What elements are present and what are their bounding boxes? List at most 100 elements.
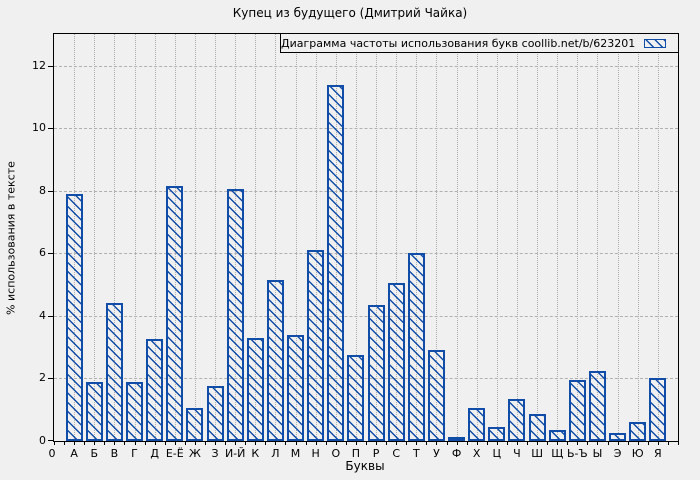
y-tick-label-6: 6 — [39, 246, 46, 260]
bar-Э — [609, 433, 627, 441]
x-tick-label-Ь-Ъ: Ь-Ъ — [567, 447, 588, 460]
x-tick-mark — [144, 441, 146, 445]
x-gridline-Ч — [516, 34, 518, 441]
y-tick-label-2: 2 — [39, 371, 46, 385]
x-tick-mark — [476, 441, 478, 445]
x-tick-mark — [134, 441, 136, 445]
x-tick-label-Б: Б — [90, 447, 99, 460]
x-gridline-П — [355, 34, 357, 441]
x-tick-mark — [215, 441, 217, 445]
x-tick-label-О: О — [331, 447, 341, 460]
bar-А — [65, 194, 83, 441]
x-tick-mark — [74, 441, 76, 445]
x-axis-title: Буквы — [345, 459, 385, 473]
x-tick-label-Э: Э — [613, 447, 622, 460]
chart-title: Купец из будущего (Дмитрий Чайка) — [232, 6, 468, 20]
x-gridline-Э — [617, 34, 619, 441]
x-tick-mark — [678, 441, 679, 445]
y-gridline-8 — [54, 190, 678, 192]
x-tick-mark — [174, 441, 176, 445]
x-tick-label-В: В — [110, 447, 119, 460]
x-tick-mark — [496, 441, 498, 445]
y-tick-mark-6 — [48, 253, 54, 255]
bar-К — [246, 337, 264, 441]
bar-У — [427, 350, 445, 441]
x-tick-label-Щ: Щ — [551, 447, 564, 460]
x-gridline-В — [114, 34, 116, 441]
x-tick-mark — [345, 441, 347, 445]
x-tick-mark — [225, 441, 227, 445]
bar-Ь-Ъ — [568, 380, 586, 441]
bar-Р — [367, 305, 385, 441]
y-gridline-2 — [54, 378, 678, 380]
y-tick-mark-0 — [48, 440, 54, 441]
bar-Ю — [629, 422, 647, 441]
x-gridline-Ф — [456, 34, 458, 441]
x-tick-mark — [516, 441, 518, 445]
x-gridline-Г — [134, 34, 136, 441]
bar-О — [327, 84, 345, 441]
bar-Л — [266, 280, 284, 441]
x-tick-mark — [416, 441, 418, 445]
x-tick-mark — [154, 441, 156, 445]
x-gridline-Т — [416, 34, 418, 441]
bar-Ж — [186, 408, 204, 441]
x-tick-mark — [275, 441, 277, 445]
x-tick-label-Г: Г — [131, 447, 138, 460]
y-tick-mark-8 — [48, 190, 54, 192]
y-tick-mark-10 — [48, 128, 54, 130]
bar-Ф — [448, 437, 466, 441]
x-tick-label-У: У — [433, 447, 440, 460]
x-tick-label-Ш: Ш — [531, 447, 543, 460]
x-tick-mark — [406, 441, 408, 445]
x-gridline-У — [436, 34, 438, 441]
x-tick-mark — [366, 441, 367, 445]
x-gridline-Ь-Ъ — [577, 34, 579, 441]
x-tick-label-Ы: Ы — [592, 447, 603, 460]
x-tick-mark — [376, 441, 378, 445]
x-tick-label-Ф: Ф — [451, 447, 462, 460]
bar-Е-Ё — [166, 186, 184, 441]
x-tick-mark — [567, 441, 569, 445]
x-gridline-Ы — [597, 34, 599, 441]
x-gridline-З — [215, 34, 217, 441]
x-tick-mark — [617, 441, 619, 445]
x-gridline-Д — [154, 34, 156, 441]
y-gridline-6 — [54, 253, 678, 255]
x-gridline-Х — [476, 34, 478, 441]
x-tick-label-Ч: Ч — [513, 447, 521, 460]
x-tick-mark — [466, 441, 468, 445]
x-tick-mark — [506, 441, 508, 445]
x-tick-mark — [54, 441, 55, 445]
x-tick-label-Д: Д — [150, 447, 159, 460]
y-gridline-4 — [54, 315, 678, 317]
x-tick-label-И-Й: И-Й — [224, 447, 246, 460]
x-tick-mark — [285, 441, 287, 445]
x-tick-label-Н: Н — [311, 447, 320, 460]
x-gridline-Р — [376, 34, 378, 441]
x-tick-label-М: М — [290, 447, 301, 460]
x-tick-mark — [597, 441, 599, 445]
legend-box: Диаграмма частоты использования букв coo… — [280, 33, 679, 53]
plot-area: 0 2 4 6 8 10 12 0 А Б В Г Д Е-Ё Ж З И-Й К Л М Н О П Р С Т У Ф Х Ц Ч Ш Щ Ь… — [5, 33, 679, 460]
x-tick-mark — [315, 441, 317, 445]
x-tick-mark — [265, 441, 267, 445]
x-tick-mark — [94, 441, 96, 445]
bar-С — [387, 283, 405, 441]
bar-Г — [126, 381, 144, 441]
x-gridline-М — [295, 34, 297, 441]
bar-П — [347, 355, 365, 441]
x-tick-mark — [396, 441, 398, 445]
x-tick-mark — [84, 441, 86, 445]
x-tick-mark — [335, 441, 337, 445]
bar-В — [105, 303, 123, 441]
x-tick-mark — [124, 441, 126, 445]
x-gridline-Б — [94, 34, 96, 441]
x-tick-label-А: А — [70, 447, 78, 460]
x-tick-mark — [386, 441, 388, 445]
x-tick-label-С: С — [392, 447, 401, 460]
x-tick-mark — [456, 441, 458, 445]
x-tick-mark — [204, 441, 206, 445]
x-tick-mark — [657, 441, 659, 445]
